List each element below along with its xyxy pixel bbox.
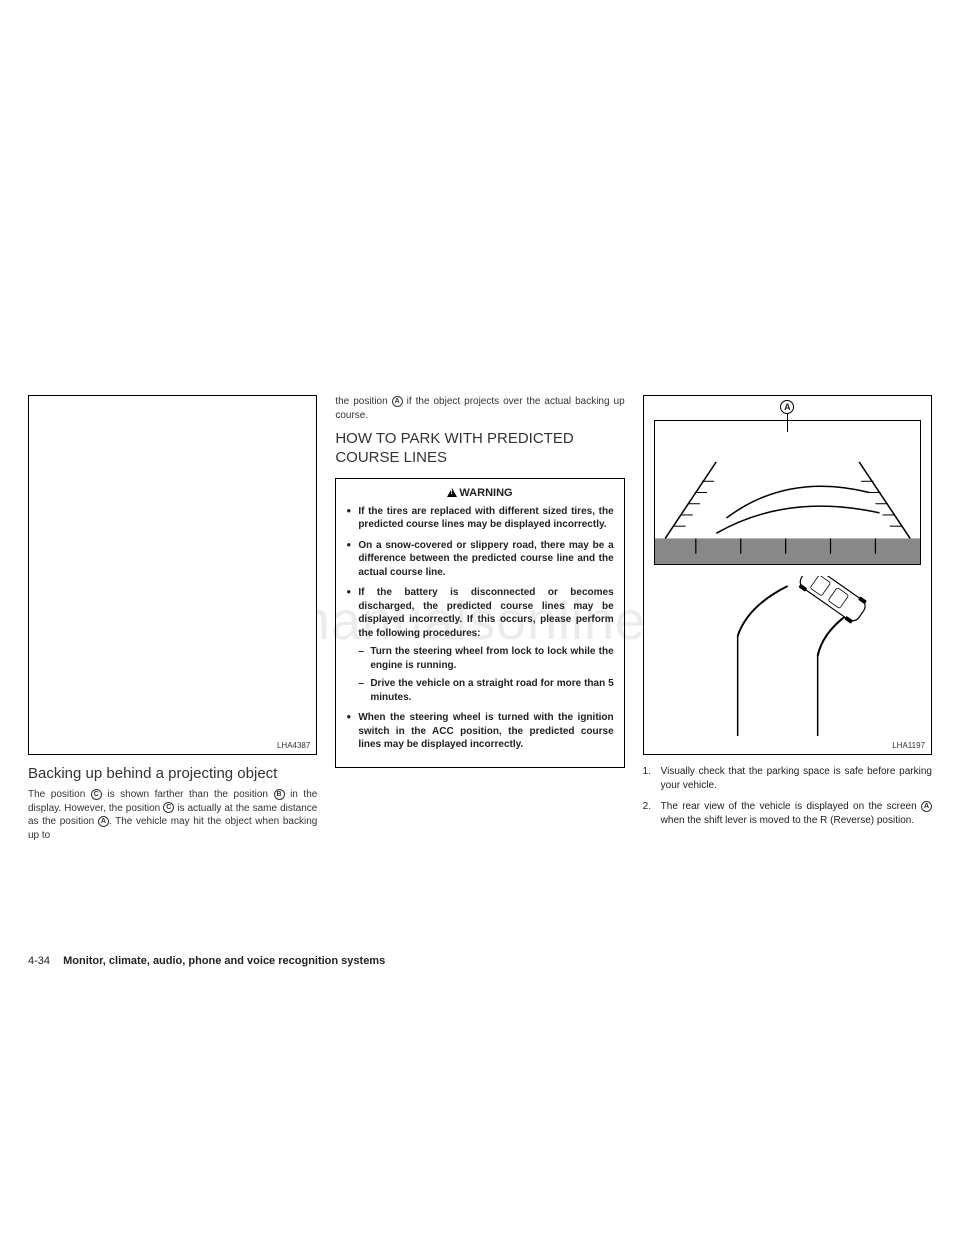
circle-a: A	[98, 816, 109, 827]
warning-triangle-icon	[447, 488, 457, 497]
warning-label: WARNING	[459, 487, 512, 499]
page-footer: 4-34 Monitor, climate, audio, phone and …	[28, 955, 385, 967]
circle-c: C	[163, 802, 174, 813]
column-left: LHA4387 Backing up behind a projecting o…	[28, 395, 317, 842]
col2-section-heading: HOW TO PARK WITH PREDICTED COURSE LINES	[335, 430, 624, 468]
col1-body: The position C is shown farther than the…	[28, 788, 317, 842]
figure-2-screen	[654, 420, 921, 565]
col1-subheading: Backing up behind a projecting object	[28, 765, 317, 782]
step-number: 1.	[643, 765, 651, 779]
figure-1-label: LHA4387	[277, 741, 310, 750]
t: Visually check that the parking space is…	[661, 766, 932, 791]
circle-a: A	[921, 801, 932, 812]
footer-section-name: Monitor, climate, audio, phone and voice…	[63, 955, 385, 967]
page-content: LHA4387 Backing up behind a projecting o…	[28, 395, 932, 842]
figure-2-screen-svg	[655, 421, 920, 564]
warning-item: When the steering wheel is turned with t…	[346, 711, 613, 752]
step-item: 1. Visually check that the parking space…	[643, 765, 932, 792]
circle-c: C	[91, 789, 102, 800]
circle-b: B	[274, 789, 285, 800]
col2-top-text: the position A if the object projects ov…	[335, 395, 624, 422]
t: is shown farther than the position	[102, 789, 274, 800]
figure-2-marker-a: A	[780, 400, 794, 414]
footer-page-number: 4-34	[28, 955, 50, 967]
warning-subitem: Drive the vehicle on a straight road for…	[358, 677, 613, 704]
step-item: 2. The rear view of the vehicle is displ…	[643, 800, 932, 827]
figure-2-bottom-svg	[654, 576, 921, 736]
t: The position	[28, 789, 91, 800]
t: when the shift lever is moved to the R (…	[661, 815, 914, 826]
figure-2-pointer-line	[787, 414, 788, 432]
step-number: 2.	[643, 800, 651, 814]
t: The rear view of the vehicle is displaye…	[661, 801, 921, 812]
circle-a: A	[392, 396, 403, 407]
warning-list: If the tires are replaced with different…	[346, 505, 613, 752]
figure-2-label: LHA1197	[892, 741, 925, 750]
warning-sublist: Turn the steering wheel from lock to loc…	[358, 645, 613, 704]
figure-2-bottom	[654, 576, 921, 736]
col3-steps: 1. Visually check that the parking space…	[643, 765, 932, 835]
column-middle: the position A if the object projects ov…	[335, 395, 624, 842]
warning-box: WARNING If the tires are replaced with d…	[335, 478, 624, 768]
t: the position	[335, 396, 391, 407]
figure-1-box: LHA4387	[28, 395, 317, 755]
warning-subitem: Turn the steering wheel from lock to loc…	[358, 645, 613, 672]
warning-item: If the battery is disconnected or become…	[346, 586, 613, 704]
warning-item: On a snow-covered or slippery road, ther…	[346, 539, 613, 580]
figure-2-box: A	[643, 395, 932, 755]
column-right: A	[643, 395, 932, 842]
t: If the battery is disconnected or become…	[358, 587, 613, 639]
warning-title: WARNING	[346, 487, 613, 499]
warning-item: If the tires are replaced with different…	[346, 505, 613, 532]
